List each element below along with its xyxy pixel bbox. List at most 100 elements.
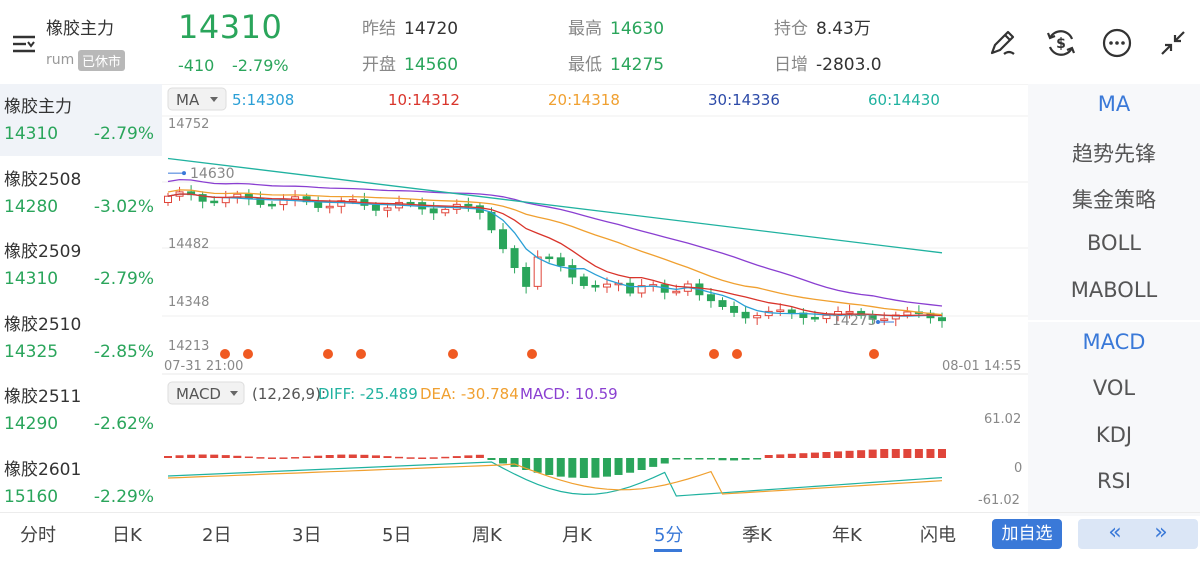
indicator-main-option[interactable]: 集金策略: [1072, 188, 1156, 212]
timeframe-option[interactable]: 5分: [654, 525, 684, 546]
macd-histogram-bar: [371, 455, 380, 458]
macd-histogram-bar: [741, 458, 750, 460]
stat-label: 日增: [774, 55, 808, 75]
indicator-main-option[interactable]: 趋势先锋: [1072, 142, 1156, 166]
draw-pen-icon[interactable]: [986, 26, 1020, 60]
indicator-main-option[interactable]: BOLL: [1087, 231, 1141, 255]
ma-value-label: 5:14308: [232, 91, 294, 109]
macd-histogram-bar: [256, 457, 265, 459]
stat-label: 昨结: [362, 19, 396, 39]
timeframe-option[interactable]: 5日: [382, 525, 412, 546]
currency-exchange-icon[interactable]: $: [1044, 26, 1078, 60]
candle-body: [903, 311, 912, 316]
macd-histogram-bar: [718, 458, 727, 461]
timeframe-option[interactable]: 季K: [742, 525, 772, 546]
indicator-sub-option[interactable]: KDJ: [1095, 423, 1133, 447]
macd-histogram-bar: [221, 455, 230, 458]
indicator-sub-option[interactable]: VOL: [1092, 376, 1136, 400]
macd-histogram-bar: [267, 457, 276, 459]
candle-body: [730, 305, 739, 313]
macd-histogram-bar: [914, 449, 923, 458]
macd-histogram-bar: [337, 454, 346, 458]
kline-chart[interactable]: MA 5:14308 10:14312 20:14318 30:14336 60:1443…: [162, 84, 1028, 512]
contract-name: 橡胶2601: [4, 459, 82, 480]
timeframe-option[interactable]: 周K: [472, 525, 502, 546]
price-change: -410: [178, 56, 215, 75]
macd-histogram-bar: [291, 457, 300, 459]
contract-name: 橡胶2511: [4, 387, 82, 407]
ma-value-label: 30:14336: [708, 91, 780, 109]
add-favorite-button[interactable]: 加自选: [992, 519, 1062, 549]
macd-histogram-bar: [360, 454, 369, 458]
candle-body: [706, 294, 715, 302]
macd-histogram-bar: [591, 458, 600, 478]
candle-body: [626, 282, 635, 294]
macd-histogram-bar: [568, 458, 577, 478]
macd-histogram-bar: [475, 454, 484, 458]
contract-list-item[interactable]: 橡胶2511 14290 -2.62%: [0, 374, 162, 446]
candle-body: [579, 276, 588, 286]
market-status-badge: 已休市: [78, 50, 126, 71]
indicator-main-option[interactable]: MA: [1097, 92, 1131, 116]
event-marker-dot: [323, 349, 333, 359]
candle-body: [568, 265, 577, 278]
contract-list-item[interactable]: 橡胶2510 14325 -2.85%: [0, 302, 162, 374]
event-marker-dot: [220, 349, 230, 359]
nav-next-button[interactable]: »: [1124, 519, 1198, 549]
candle-body: [267, 203, 276, 207]
macd-histogram-bar: [441, 456, 450, 459]
timeframe-option[interactable]: 分时: [20, 525, 56, 546]
timeframe-option[interactable]: 日K: [112, 525, 142, 546]
contract-name: 橡胶2509: [4, 242, 82, 262]
more-icon[interactable]: [1100, 26, 1134, 60]
timeframe-option[interactable]: 闪电: [920, 525, 956, 546]
stat-low: 最低 14275: [568, 50, 664, 75]
candle-body: [787, 309, 796, 314]
event-marker-dot: [732, 349, 742, 359]
contract-change-pct: -2.29%: [93, 486, 154, 507]
timeframe-option[interactable]: 2日: [202, 525, 232, 546]
macd-histogram-bar: [487, 458, 496, 460]
macd-histogram-bar: [938, 449, 946, 458]
stat-label: 开盘: [362, 55, 396, 75]
macd-histogram-bar: [556, 458, 565, 477]
macd-histogram-bar: [753, 458, 762, 460]
macd-histogram-bar: [418, 457, 427, 459]
macd-histogram-bar: [891, 449, 900, 458]
macd-y-bottom-label: -61.02: [978, 493, 1020, 508]
indicator-sub-option[interactable]: MACD: [1082, 330, 1146, 354]
ma10-line: [167, 193, 943, 317]
contract-list-item[interactable]: 橡胶主力 14310 -2.79%: [0, 84, 162, 156]
macd-y-mid-label: 0: [1014, 461, 1022, 476]
contract-list-item[interactable]: 橡胶2601 15160 -2.29%: [0, 447, 162, 519]
macd-dea-value: DEA: -30.784: [420, 385, 519, 403]
contract-price: 14325: [4, 341, 59, 362]
timeframe-option[interactable]: 3日: [292, 525, 322, 546]
macd-histogram-bar: [175, 455, 184, 458]
menu-toggle-icon[interactable]: [10, 30, 38, 58]
macd-histogram-bar: [810, 452, 819, 458]
main-indicator-select[interactable]: [167, 87, 227, 111]
indicator-sub-option[interactable]: RSI: [1096, 469, 1132, 493]
candle-body: [464, 203, 473, 207]
low-marker-dot: [876, 320, 880, 325]
candle-body: [545, 256, 554, 260]
stat-value: 14630: [610, 19, 665, 39]
candle-body: [718, 300, 727, 307]
timeframe-option[interactable]: 年K: [832, 525, 862, 546]
macd-histogram-bar: [764, 455, 773, 458]
macd-indicator-select[interactable]: [167, 381, 245, 405]
candle-body: [822, 314, 831, 320]
macd-histogram-bar: [706, 458, 715, 460]
stat-open: 开盘 14560: [362, 50, 458, 75]
contract-list-item[interactable]: 橡胶2509 14310 -2.79%: [0, 229, 162, 301]
candle-body: [244, 193, 253, 199]
stat-oi-change: 日增 -2803.0: [774, 50, 882, 75]
collapse-icon[interactable]: [1156, 26, 1190, 60]
timeframe-option[interactable]: 月K: [562, 525, 592, 546]
macd-histogram-bar: [510, 458, 519, 467]
candle-body: [441, 208, 450, 214]
indicator-main-option[interactable]: MABOLL: [1070, 278, 1158, 302]
candle-body: [753, 315, 762, 319]
contract-list-item[interactable]: 橡胶2508 14280 -3.02%: [0, 157, 162, 229]
